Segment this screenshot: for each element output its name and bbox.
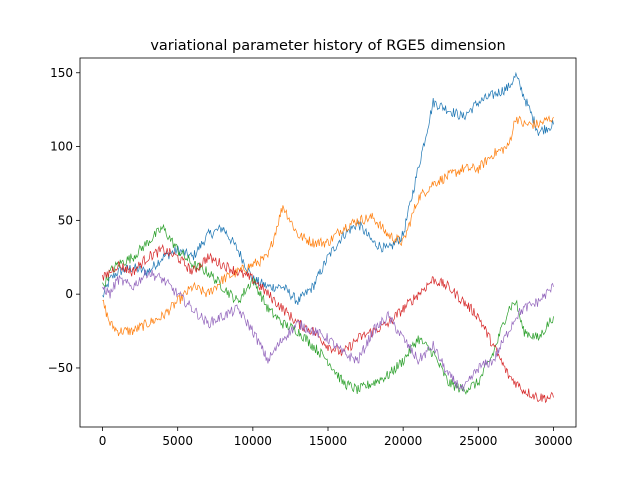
series-line-1 [102, 71, 554, 305]
chart-title: variational parameter history of RGE5 di… [150, 38, 505, 54]
y-tick-label: 50 [58, 213, 73, 227]
x-axis: 0 5000 10000 15000 20000 25000 30000 [99, 427, 573, 448]
y-tick-label: −50 [48, 361, 73, 375]
x-tick-label: 10000 [234, 434, 272, 448]
series-line-3 [102, 223, 554, 395]
x-tick-label: 0 [99, 434, 107, 448]
y-tick-label: 100 [50, 140, 73, 154]
y-tick-label: 150 [50, 66, 73, 80]
series-line-4 [102, 243, 554, 404]
y-tick-label: 0 [65, 287, 73, 301]
x-tick-label: 15000 [309, 434, 347, 448]
y-axis: −50 0 50 100 150 [48, 66, 80, 375]
series-line-2 [102, 115, 554, 337]
x-tick-label: 5000 [162, 434, 193, 448]
x-tick-label: 30000 [534, 434, 572, 448]
plot-frame [79, 57, 577, 428]
series-layer [102, 71, 554, 404]
series-line-5 [102, 269, 554, 392]
x-tick-label: 25000 [459, 434, 497, 448]
x-tick-label: 20000 [384, 434, 422, 448]
